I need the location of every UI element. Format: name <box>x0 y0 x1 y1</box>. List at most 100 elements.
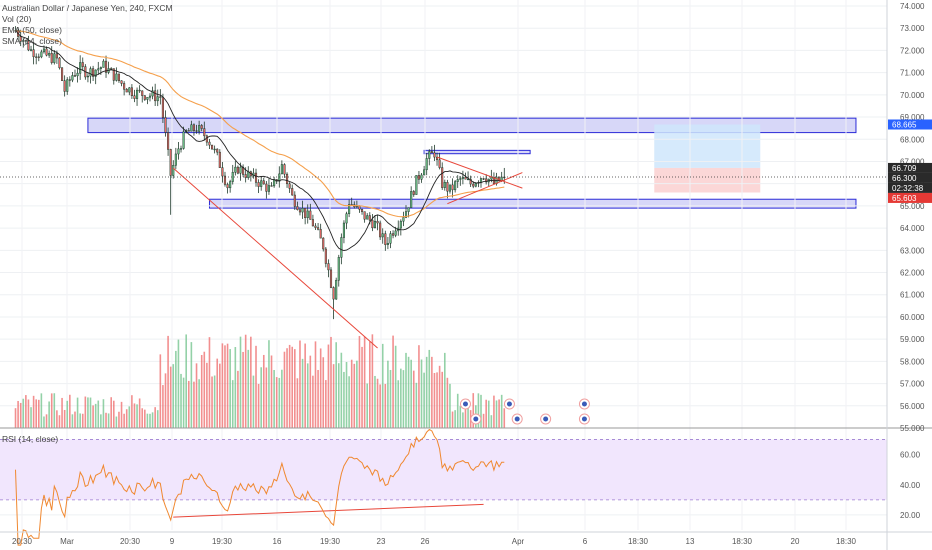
volume-bar <box>415 382 418 428</box>
volume-bar <box>120 401 123 428</box>
candle <box>169 149 172 176</box>
flag-dot-icon <box>506 401 512 407</box>
candle <box>394 230 397 236</box>
candle <box>304 208 307 218</box>
volume-bar <box>376 378 379 428</box>
volume-bar <box>379 384 381 428</box>
price-tick-label: 61.000 <box>900 291 925 300</box>
candle <box>327 263 330 271</box>
price-tick-label: 65.000 <box>900 202 925 211</box>
candle <box>485 178 488 183</box>
candle <box>89 68 92 77</box>
candle <box>392 233 395 236</box>
time-tick-label: 19:30 <box>320 537 341 546</box>
candle <box>50 53 53 63</box>
volume-bar <box>281 369 283 428</box>
volume-bar <box>306 363 309 428</box>
candle <box>213 148 216 151</box>
volume-legend[interactable]: Vol (20) <box>2 14 32 24</box>
candle <box>179 148 183 150</box>
volume-bar <box>420 359 423 428</box>
candle <box>45 48 48 56</box>
volume-bar <box>366 383 369 428</box>
price-tick-label: 63.000 <box>900 246 925 255</box>
volume-bar <box>265 367 268 428</box>
volume-bar <box>428 349 431 428</box>
volume-bar <box>37 399 40 428</box>
candle <box>291 188 294 196</box>
volume-bar <box>495 400 498 428</box>
volume-bar <box>374 375 376 428</box>
current-price-tag <box>888 172 932 183</box>
volume-bar <box>345 361 348 428</box>
candle <box>371 219 374 229</box>
volume-bar <box>299 340 301 428</box>
candle <box>324 248 327 264</box>
volume-bar <box>239 336 242 428</box>
volume-bar <box>195 363 198 428</box>
volume-bar <box>22 398 25 428</box>
volume-bar <box>200 354 203 428</box>
ema-legend[interactable]: EMA (50, close) <box>2 25 62 35</box>
down-channel-line <box>172 167 378 349</box>
volume-bar <box>32 395 35 428</box>
volume-bar <box>454 410 456 428</box>
volume-bar <box>48 401 50 428</box>
candle <box>99 67 102 69</box>
price-tick-label: 73.000 <box>900 24 925 33</box>
time-tick-label: 6 <box>583 537 588 546</box>
candle <box>428 151 431 159</box>
volume-bar <box>255 345 257 428</box>
volume-bar <box>14 408 17 428</box>
volume-bar <box>487 400 490 428</box>
volume-bar <box>133 403 136 428</box>
time-tick-label: 19:30 <box>212 537 233 546</box>
candle <box>92 68 95 77</box>
rsi-tick-label: 60.00 <box>900 451 921 460</box>
flag-dot-icon <box>581 401 587 407</box>
candle <box>37 56 40 58</box>
candle <box>285 173 289 185</box>
volume-bar <box>294 349 296 428</box>
volume-bar <box>247 349 250 428</box>
candle <box>363 211 366 220</box>
volume-bar <box>112 400 115 428</box>
candle <box>192 124 196 131</box>
time-tick-label: 20:30 <box>12 537 33 546</box>
volume-bar <box>102 399 105 428</box>
candle <box>24 40 27 42</box>
volume-bar <box>456 393 459 428</box>
volume-bar <box>149 413 151 428</box>
volume-bar <box>389 369 392 428</box>
time-tick-label: 26 <box>421 537 430 546</box>
volume-bar <box>381 343 384 428</box>
candle <box>42 48 46 53</box>
volume-bar <box>407 356 410 428</box>
volume-bar <box>270 355 273 428</box>
time-tick-label: 18:30 <box>836 537 857 546</box>
candle <box>143 95 146 100</box>
triangle-upper-line <box>436 156 523 189</box>
volume-bar <box>79 413 81 428</box>
candle <box>27 40 30 51</box>
candle <box>104 60 108 73</box>
sma-legend[interactable]: SMA (14, close) <box>2 36 62 46</box>
volume-bar <box>118 411 120 428</box>
price-tick-label: 70.000 <box>900 91 925 100</box>
volume-bar <box>30 407 32 428</box>
volume-bar <box>332 364 335 428</box>
rsi-legend[interactable]: RSI (14, close) <box>2 434 59 444</box>
volume-bar <box>304 343 306 428</box>
price-tick-label: 68.000 <box>900 135 925 144</box>
symbol-title[interactable]: Australian Dollar / Japanese Yen, 240, F… <box>2 3 173 13</box>
volume-bar <box>141 408 144 428</box>
candle <box>223 175 227 185</box>
volume-bar <box>167 335 169 428</box>
price-tick-label: 55.000 <box>900 424 925 433</box>
candle <box>229 181 232 189</box>
volume-bar <box>146 413 149 428</box>
volume-bar <box>482 413 485 428</box>
candle <box>159 96 162 98</box>
volume-bar <box>464 405 467 428</box>
